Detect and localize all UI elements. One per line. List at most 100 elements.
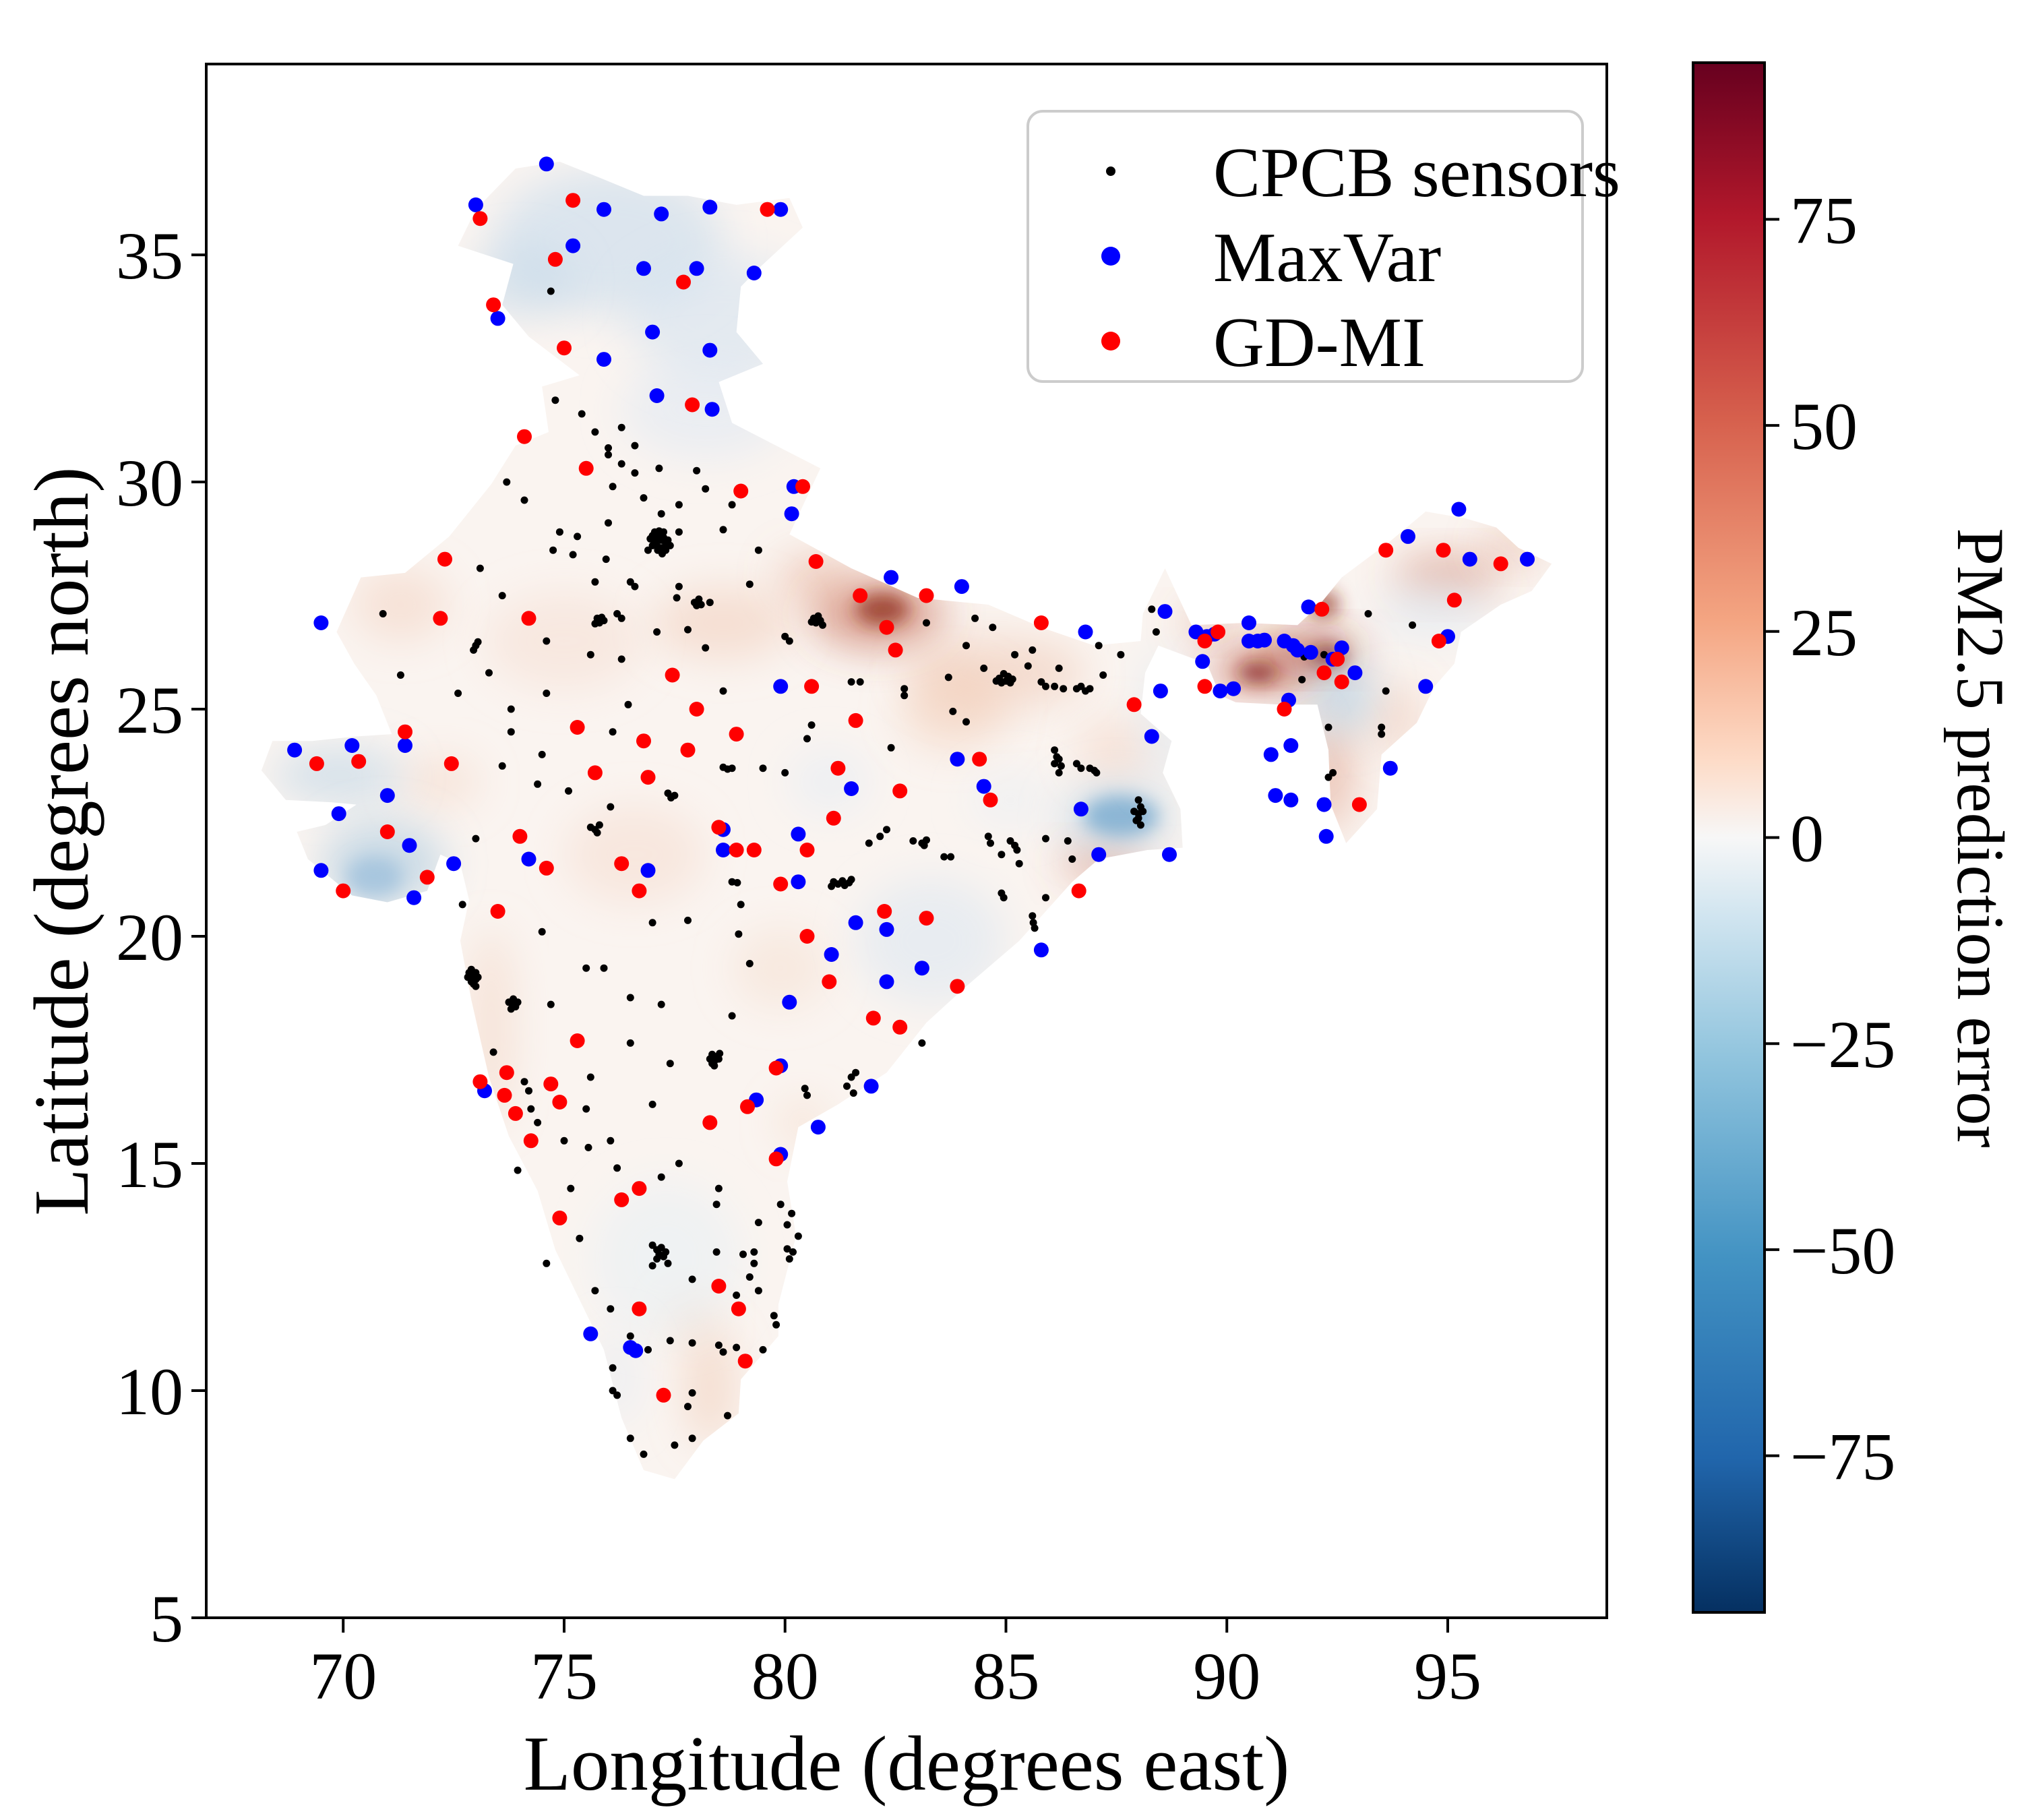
cpcb-sensor-point bbox=[666, 1060, 674, 1068]
cpcb-sensor-point bbox=[688, 1275, 696, 1283]
maxvar-point bbox=[782, 994, 797, 1010]
maxvar-point bbox=[844, 781, 859, 796]
gdmi-layer bbox=[309, 193, 1508, 1403]
cpcb-sensor-point bbox=[1042, 835, 1049, 843]
cpcb-sensor-point bbox=[648, 1241, 656, 1249]
cpcb-sensor-point bbox=[856, 678, 864, 686]
cpcb-sensor-point bbox=[655, 464, 663, 473]
maxvar-point bbox=[976, 779, 991, 794]
maxvar-point bbox=[645, 324, 661, 340]
gdmi-point bbox=[497, 1087, 512, 1103]
cpcb-sensor-point bbox=[520, 496, 528, 504]
maxvar-point bbox=[1144, 729, 1159, 744]
maxvar-point bbox=[824, 947, 839, 962]
cpcb-sensor-point bbox=[1298, 675, 1306, 684]
gdmi-point bbox=[711, 1279, 727, 1294]
cpcb-sensor-point bbox=[555, 528, 563, 536]
maxvar-point bbox=[1153, 684, 1168, 699]
cpcb-sensors-legend-label: CPCB sensors bbox=[1213, 133, 1620, 212]
cpcb-sensor-point bbox=[613, 1164, 621, 1172]
gdmi-point bbox=[877, 904, 892, 919]
cpcb-sensor-point bbox=[1064, 837, 1072, 845]
cpcb-sensor-point bbox=[631, 469, 639, 477]
cpcb-sensor-point bbox=[617, 460, 625, 468]
cpcb-sensor-point bbox=[847, 876, 855, 884]
cpcb-sensor-point bbox=[989, 624, 997, 632]
cpcb-sensor-point bbox=[984, 832, 992, 841]
gdmi-point bbox=[768, 1060, 784, 1076]
cpcb-sensor-point bbox=[595, 821, 603, 829]
cpcb-sensor-point bbox=[1093, 768, 1101, 777]
gdmi-point bbox=[636, 733, 651, 749]
cpcb-sensor-point bbox=[785, 637, 793, 645]
maxvar-point bbox=[746, 266, 762, 280]
gdmi-point bbox=[919, 588, 934, 603]
maxvar-point bbox=[1263, 747, 1279, 762]
cpcb-sensor-point bbox=[664, 1259, 672, 1267]
gdmi-point bbox=[1351, 797, 1367, 812]
maxvar-point bbox=[1418, 679, 1434, 694]
cpcb-sensor-point bbox=[1378, 730, 1386, 738]
prediction-error-patch bbox=[776, 554, 856, 601]
maxvar-point bbox=[468, 197, 483, 212]
cpcb-sensor-point bbox=[1031, 924, 1039, 932]
cpcb-sensor-point bbox=[684, 916, 692, 924]
prediction-error-patch bbox=[345, 857, 403, 898]
cpcb-sensor-point bbox=[739, 1250, 747, 1258]
maxvar-point bbox=[773, 679, 789, 694]
maxvar-point bbox=[1268, 788, 1283, 803]
cpcb-sensor-point bbox=[1134, 796, 1142, 804]
cpcb-sensor-point bbox=[609, 483, 617, 491]
cpcb-sensor-point bbox=[887, 744, 895, 752]
maxvar-point bbox=[1290, 642, 1306, 658]
cpcb-sensor-point bbox=[1382, 687, 1390, 695]
maxvar-point bbox=[398, 738, 412, 753]
cpcb-sensor-point bbox=[1057, 762, 1065, 770]
cpcb-sensor-point bbox=[626, 578, 634, 586]
gdmi-legend-marker bbox=[1101, 332, 1120, 351]
cpcb-sensor-point bbox=[1000, 894, 1008, 902]
prediction-error-patch bbox=[1483, 529, 1545, 562]
gdmi-point bbox=[1197, 634, 1213, 648]
gdmi-point bbox=[443, 756, 459, 771]
cpcb-sensor-point bbox=[582, 1105, 590, 1113]
maxvar-point bbox=[1334, 640, 1349, 656]
maxvar-point bbox=[1347, 665, 1363, 681]
cpcb-sensor-point bbox=[776, 1201, 785, 1209]
maxvar-point bbox=[1033, 942, 1049, 958]
gdmi-point bbox=[799, 843, 815, 857]
cpcb-sensor-point bbox=[657, 1000, 665, 1008]
gdmi-point bbox=[351, 754, 367, 769]
cpcb-sensor-point bbox=[697, 601, 705, 609]
cpcb-sensor-point bbox=[605, 444, 612, 452]
cpcb-sensor-point bbox=[498, 592, 506, 600]
cpcb-sensor-point bbox=[876, 832, 884, 841]
x-tick-label: 90 bbox=[1193, 1639, 1260, 1713]
maxvar-legend-label: MaxVar bbox=[1213, 218, 1441, 297]
gdmi-point bbox=[632, 1181, 647, 1196]
colorbar-tick-label: −50 bbox=[1790, 1213, 1895, 1288]
maxvar-point bbox=[331, 806, 346, 822]
gdmi-point bbox=[808, 554, 824, 569]
maxvar-point bbox=[1283, 738, 1299, 753]
colorbar-tick-label: −25 bbox=[1790, 1007, 1895, 1082]
y-tick-label: 25 bbox=[116, 673, 183, 748]
gdmi-point bbox=[1197, 679, 1213, 694]
cpcb-sensor-point bbox=[852, 1068, 860, 1076]
maxvar-point bbox=[565, 238, 581, 253]
gdmi-point bbox=[950, 979, 965, 994]
cpcb-sensor-point bbox=[1051, 760, 1059, 768]
maxvar-point bbox=[954, 579, 969, 595]
maxvar-point bbox=[1226, 681, 1242, 696]
gdmi-point bbox=[733, 483, 749, 499]
cpcb-sensor-point bbox=[617, 655, 625, 663]
cpcb-sensor-point bbox=[847, 678, 855, 686]
cpcb-sensor-point bbox=[684, 1403, 692, 1411]
prediction-error-patch bbox=[564, 804, 706, 905]
maxvar-point bbox=[521, 851, 537, 867]
cpcb-sensor-point bbox=[489, 1048, 497, 1056]
maxvar-point bbox=[879, 921, 894, 937]
gdmi-point bbox=[919, 911, 934, 926]
gdmi-point bbox=[1211, 624, 1226, 640]
gdmi-point bbox=[848, 712, 863, 728]
